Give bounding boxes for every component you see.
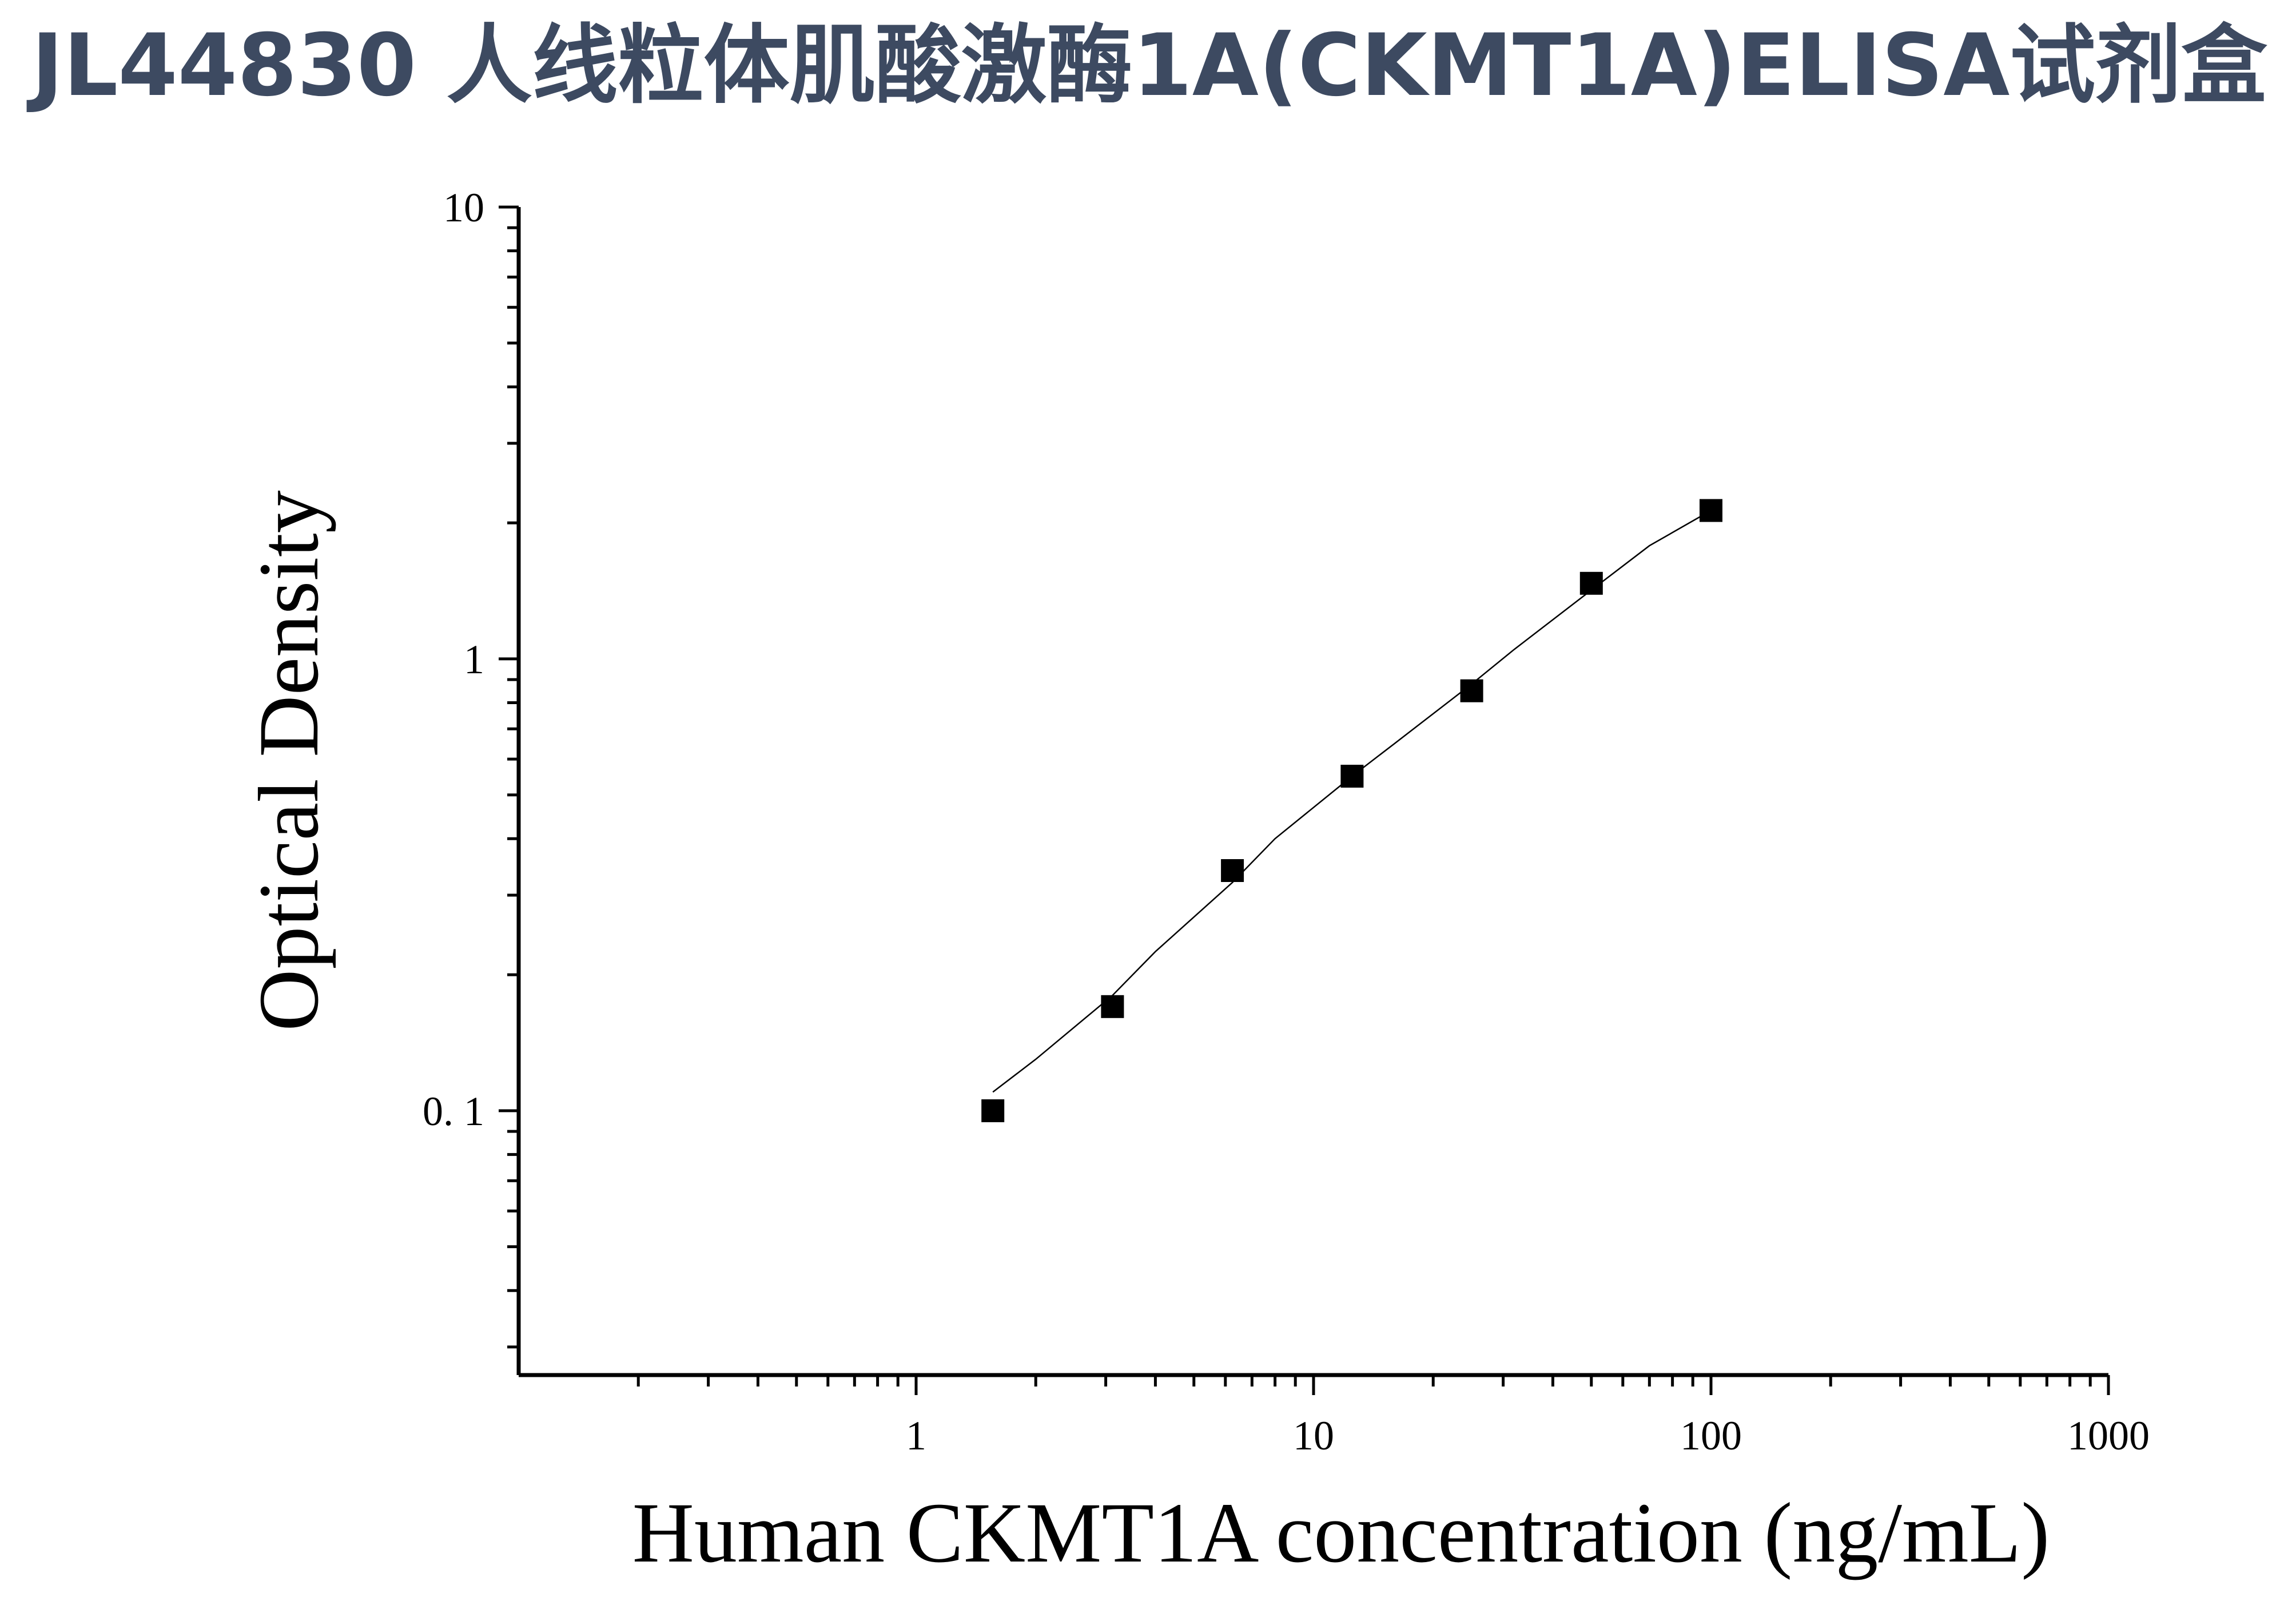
x-axis-title: Human CKMT1A concentration (ng/mL): [632, 1485, 2050, 1580]
x-tick-label: 10: [1293, 1413, 1334, 1459]
y-tick-label: 1: [464, 637, 484, 682]
x-tick-label: 100: [1680, 1413, 1742, 1459]
fit-curve: [992, 510, 1712, 1093]
axes: 1 10 100 1000 0. 1 1 10: [423, 185, 2150, 1459]
data-point: [1700, 499, 1722, 522]
data-point: [1460, 679, 1483, 702]
data-points: [981, 499, 1722, 1122]
data-point: [1101, 995, 1124, 1018]
y-tick-label: 10: [443, 185, 484, 231]
x-tick-label: 1: [906, 1413, 926, 1459]
y-tick-label: 0. 1: [423, 1088, 484, 1134]
data-point: [981, 1099, 1005, 1122]
data-point: [1340, 765, 1364, 788]
page-title: JL44830 人线粒体肌酸激酶1A(CKMT1A)ELISA试剂盒: [31, 16, 2267, 116]
data-point: [1579, 571, 1603, 595]
x-tick-label: 1000: [2067, 1413, 2150, 1459]
fit-curve-layer: [992, 510, 1712, 1093]
data-point: [1221, 859, 1244, 882]
y-axis-title: Optical Density: [241, 490, 336, 1031]
